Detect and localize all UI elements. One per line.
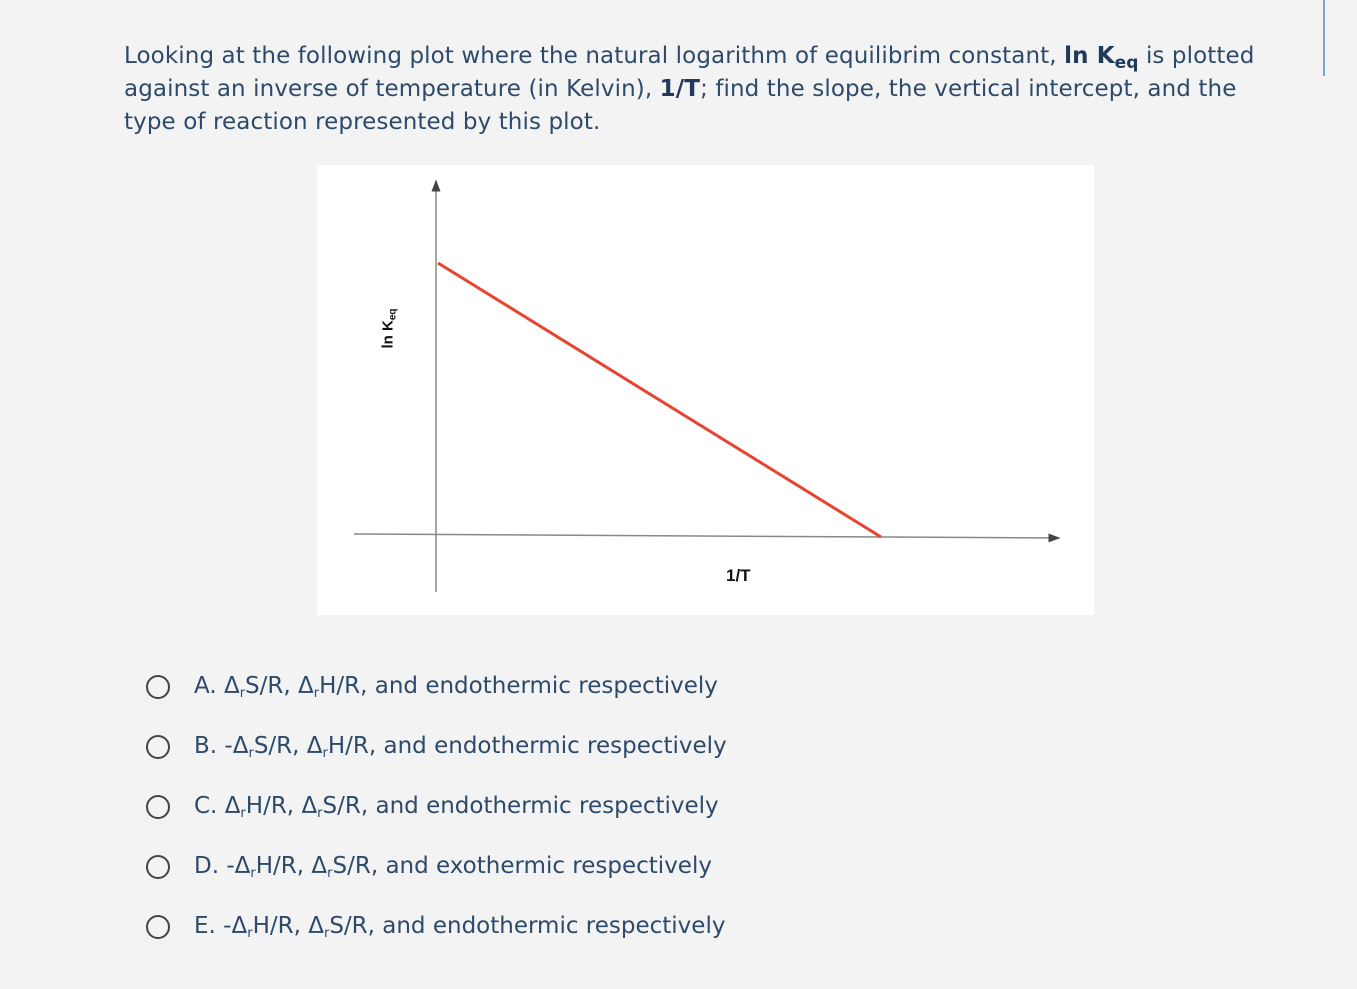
option-d-label[interactable]: D. -ΔrH/R, ΔrS/R, and exothermic respect… bbox=[194, 846, 712, 886]
option-letter: C. bbox=[194, 793, 218, 819]
r-subscript: r bbox=[239, 686, 246, 701]
option-term-2: S/R, and endothermic respectively bbox=[329, 913, 726, 939]
lnk-main: ln K bbox=[1064, 43, 1115, 69]
lnk-term: ln Keq bbox=[1064, 43, 1138, 72]
radio-button-a[interactable] bbox=[146, 675, 170, 699]
x-axis-label: 1/T bbox=[726, 566, 751, 585]
question-part-3: ; find the slope, the vertical intercept… bbox=[124, 76, 1237, 135]
option-e-label[interactable]: E. -ΔrH/R, ΔrS/R, and endothermic respec… bbox=[194, 906, 725, 946]
plot-figure bbox=[317, 165, 1094, 615]
option-term-1: S/R, bbox=[253, 733, 307, 759]
inverse-t-term: 1/T bbox=[659, 76, 701, 102]
option-c[interactable]: C. ΔrH/R, ΔrS/R, and endothermic respect… bbox=[146, 786, 727, 846]
option-prefix: - bbox=[224, 733, 233, 759]
r-subscript: r bbox=[240, 806, 246, 821]
option-b[interactable]: B. -ΔrS/R, ΔrH/R, and endothermic respec… bbox=[146, 726, 727, 786]
y-axis-label: ln Keq bbox=[379, 289, 399, 369]
option-prefix: - bbox=[223, 913, 232, 939]
option-term-2: H/R, and endothermic respectively bbox=[319, 673, 718, 699]
delta-symbol: Δ bbox=[298, 673, 314, 699]
option-a[interactable]: A. ΔrS/R, ΔrH/R, and endothermic respect… bbox=[146, 666, 727, 726]
r-subscript: r bbox=[317, 806, 323, 821]
delta-symbol: Δ bbox=[311, 853, 328, 879]
delta-symbol: Δ bbox=[308, 913, 324, 939]
question-part-1: Looking at the following plot where the … bbox=[124, 43, 1065, 69]
option-prefix: - bbox=[226, 853, 235, 879]
r-subscript: r bbox=[248, 746, 254, 761]
r-subscript: r bbox=[322, 746, 328, 761]
delta-symbol: Δ bbox=[234, 853, 251, 879]
delta-symbol: Δ bbox=[231, 913, 248, 939]
r-subscript: r bbox=[327, 866, 333, 881]
option-term-1: H/R, bbox=[245, 793, 302, 819]
option-letter: B. bbox=[194, 733, 218, 759]
option-term-2: H/R, and endothermic respectively bbox=[327, 733, 727, 759]
lnk-sub: eq bbox=[1114, 53, 1139, 73]
radio-button-e[interactable] bbox=[146, 915, 170, 939]
trend-line bbox=[437, 261, 882, 539]
radio-button-c[interactable] bbox=[146, 795, 170, 819]
question-part-2: is plotted against an inverse of tempera… bbox=[124, 43, 1255, 102]
answer-options: A. ΔrS/R, ΔrH/R, and endothermic respect… bbox=[146, 666, 727, 966]
option-a-label[interactable]: A. ΔrS/R, ΔrH/R, and endothermic respect… bbox=[194, 666, 718, 706]
r-subscript: r bbox=[313, 686, 320, 701]
delta-symbol: Δ bbox=[224, 793, 241, 819]
plot-svg bbox=[353, 179, 1061, 592]
delta-symbol: Δ bbox=[232, 733, 249, 759]
option-term-1: H/R, bbox=[252, 913, 309, 939]
option-letter: E. bbox=[194, 913, 216, 939]
option-term-2: S/R, and exothermic respectively bbox=[332, 853, 712, 879]
option-letter: A. bbox=[194, 673, 217, 699]
option-letter: D. bbox=[194, 853, 220, 879]
x-axis bbox=[353, 533, 1061, 543]
r-subscript: r bbox=[247, 926, 253, 941]
option-term-2: S/R, and endothermic respectively bbox=[322, 793, 719, 819]
question-text: Looking at the following plot where the … bbox=[124, 40, 1294, 139]
delta-symbol: Δ bbox=[223, 673, 240, 699]
option-term-1: S/R, bbox=[245, 673, 298, 699]
y-axis-label-sub: eq bbox=[387, 308, 399, 321]
y-axis-label-main: ln K bbox=[379, 320, 397, 349]
delta-symbol: Δ bbox=[306, 733, 323, 759]
r-subscript: r bbox=[250, 866, 256, 881]
radio-button-b[interactable] bbox=[146, 735, 170, 759]
radio-button-d[interactable] bbox=[146, 855, 170, 879]
option-d[interactable]: D. -ΔrH/R, ΔrS/R, and exothermic respect… bbox=[146, 846, 727, 906]
option-c-label[interactable]: C. ΔrH/R, ΔrS/R, and endothermic respect… bbox=[194, 786, 719, 826]
option-term-1: H/R, bbox=[255, 853, 312, 879]
option-e[interactable]: E. -ΔrH/R, ΔrS/R, and endothermic respec… bbox=[146, 906, 727, 966]
right-edge-rule bbox=[1323, 0, 1325, 76]
delta-symbol: Δ bbox=[301, 793, 318, 819]
r-subscript: r bbox=[323, 926, 330, 941]
option-b-label[interactable]: B. -ΔrS/R, ΔrH/R, and endothermic respec… bbox=[194, 726, 727, 766]
